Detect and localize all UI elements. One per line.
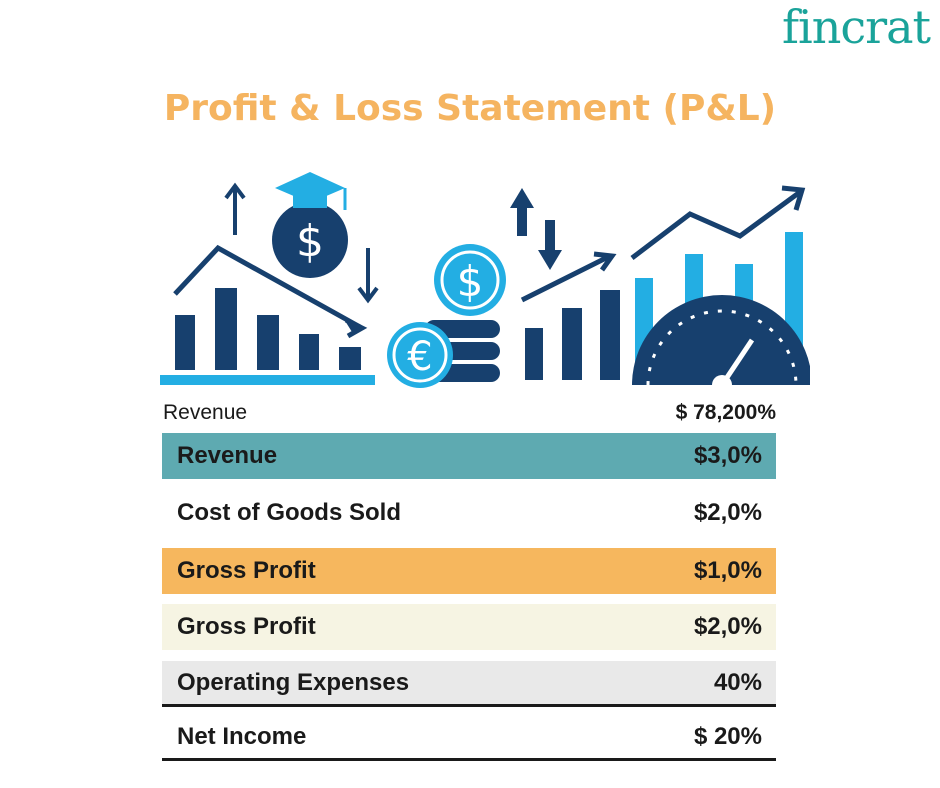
- page-title: Profit & Loss Statement (P&L): [163, 88, 777, 129]
- row-label: Operating Expenses: [177, 668, 410, 696]
- graduation-cap-dollar-icon: $: [272, 172, 348, 278]
- bar-chart-down-icon: [160, 182, 379, 385]
- svg-text:$: $: [296, 216, 324, 267]
- up-down-arrows-icon: [510, 188, 562, 270]
- euro-coin-stack-icon: €: [387, 320, 500, 388]
- speedometer-gauge-icon: [630, 185, 810, 390]
- row-label: Cost of Goods Sold: [177, 499, 401, 526]
- row-label: Gross Profit: [177, 613, 316, 640]
- summary-label: Revenue: [163, 401, 248, 424]
- table-row-gross-profit-2: Gross Profit $2,0%: [162, 604, 776, 650]
- row-label: Net Income: [177, 722, 307, 750]
- svg-text:$: $: [457, 257, 484, 306]
- bar-chart-up-icon: [520, 251, 620, 380]
- brand-logo: fincrat: [781, 0, 931, 54]
- summary-row: Revenue $ 78,200%: [163, 398, 776, 428]
- table-row-cogs: Cost of Goods Sold $2,0%: [162, 490, 776, 536]
- row-value: $1,0%: [693, 557, 762, 584]
- table-row-gross-profit: Gross Profit $1,0%: [162, 548, 776, 594]
- row-value: $3,0%: [693, 442, 762, 469]
- finance-illustration: $ € $: [160, 172, 810, 390]
- row-label: Revenue: [177, 442, 278, 469]
- row-value: $2,0%: [693, 499, 762, 526]
- table-row-net-income: Net Income $ 20%: [162, 715, 776, 761]
- row-label: Gross Profit: [177, 557, 316, 584]
- row-value: $2,0%: [693, 613, 762, 640]
- table-row-revenue: Revenue $3,0%: [162, 433, 776, 479]
- svg-text:€: €: [407, 334, 432, 380]
- row-value: $ 20%: [693, 722, 762, 750]
- table-row-operating-expenses: Operating Expenses 40%: [162, 661, 776, 707]
- dollar-coin-icon: $: [434, 244, 506, 316]
- row-value: 40%: [713, 668, 762, 696]
- summary-value: $ 78,200%: [675, 401, 776, 424]
